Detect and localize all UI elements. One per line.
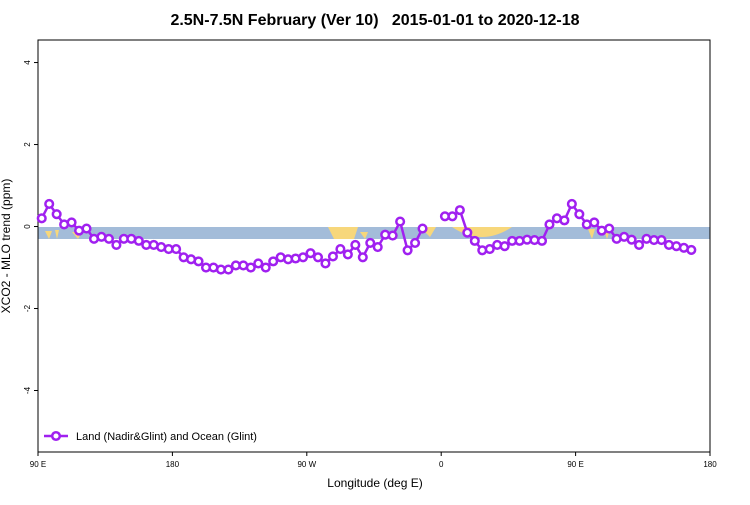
data-point (171, 244, 182, 255)
y-tick-label: 0 (23, 224, 32, 229)
data-point (81, 223, 92, 234)
y-tick-label: 2 (23, 142, 32, 147)
data-point (66, 217, 77, 228)
data-point (350, 239, 361, 251)
data-point (484, 244, 495, 255)
data-point (305, 248, 316, 259)
data-point (447, 211, 458, 222)
x-axis-label: Longitude (deg E) (327, 476, 422, 490)
y-tick-label: -2 (23, 304, 32, 312)
data-point (469, 235, 480, 246)
x-tick-label: 180 (703, 460, 717, 469)
x-tick-label: 0 (439, 460, 444, 469)
data-point (51, 209, 62, 220)
data-point (365, 237, 376, 248)
data-point (604, 223, 615, 234)
data-point (454, 205, 465, 216)
data-point (357, 252, 368, 263)
data-point (320, 258, 331, 269)
data-point (253, 258, 264, 269)
data-point (260, 262, 271, 273)
data-point (268, 256, 279, 267)
data-point (312, 252, 324, 263)
data-point (589, 217, 600, 228)
data-point (395, 216, 406, 227)
data-point (686, 244, 697, 255)
data-point (335, 244, 346, 255)
data-point (327, 251, 338, 262)
data-point (462, 227, 473, 238)
legend-marker (50, 430, 62, 442)
data-point (298, 252, 309, 263)
data-point (245, 262, 256, 273)
data-point (36, 213, 47, 224)
data-point (111, 239, 122, 251)
chart-title: 2.5N-7.5N February (Ver 10) 2015-01-01 t… (170, 12, 579, 29)
plot-frame (37, 39, 711, 453)
data-point (44, 198, 55, 210)
y-tick-label: -4 (23, 386, 32, 394)
x-tick-label: 90 E (567, 460, 583, 469)
data-point (103, 233, 114, 244)
data-point (626, 234, 637, 245)
data-point (544, 219, 555, 230)
data-point (342, 249, 353, 260)
x-tick-label: 90 E (30, 460, 46, 469)
data-point (402, 245, 413, 256)
data-point (656, 235, 667, 246)
legend-label: Land (Nadir&Glint) and Ocean (Glint) (76, 431, 257, 443)
data-point (536, 235, 548, 246)
data-point (372, 241, 383, 253)
data-point (634, 239, 645, 251)
data-point (417, 223, 428, 234)
data-point (133, 235, 144, 246)
x-tick-label: 180 (166, 460, 180, 469)
y-axis-label: XCO2 - MLO trend (ppm) (0, 179, 13, 314)
data-point (410, 237, 421, 248)
data-point (574, 209, 585, 220)
data-point (499, 241, 510, 252)
data-point (559, 215, 570, 226)
x-tick-label: 90 W (297, 460, 316, 469)
data-point (193, 256, 204, 267)
data-point (566, 198, 577, 210)
data-point (387, 230, 398, 241)
data-point (223, 264, 234, 275)
y-tick-label: 4 (23, 60, 32, 65)
